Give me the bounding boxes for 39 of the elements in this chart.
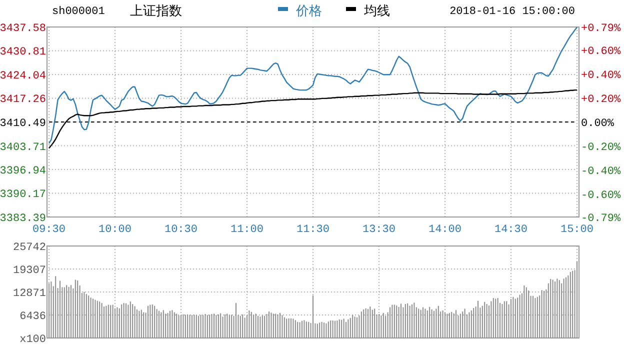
y2-tick-label: +0.20% xyxy=(581,94,622,106)
y2-tick-label: +0.60% xyxy=(581,46,622,58)
y-tick-label: 6436 xyxy=(20,311,46,323)
y-tick-label: 3417.26 xyxy=(0,94,46,106)
y2-tick-label: -0.60% xyxy=(581,190,622,202)
x-tick-label: 10:30 xyxy=(164,224,198,236)
x-tick-label: 09:30 xyxy=(32,224,66,236)
x-tick-label: 11:30 xyxy=(296,224,330,236)
y2-tick-label: +0.79% xyxy=(581,23,622,35)
y2-tick-label: +0.40% xyxy=(581,70,622,82)
y-tick-label: 3403.71 xyxy=(0,142,46,154)
y-tick-label: 3410.49 xyxy=(0,118,46,130)
text: 2018-01-16 15:00:00 xyxy=(450,6,575,18)
y2-tick-label: 0.00% xyxy=(581,118,614,130)
chart-subtitle: sh000001 xyxy=(52,6,106,18)
y-tick-label: 25742 xyxy=(12,242,46,254)
y-tick-label: 3383.39 xyxy=(0,213,46,225)
x-tick-label: 15:00 xyxy=(560,224,594,236)
x-tick-label: 14:30 xyxy=(494,224,528,236)
y-tick-label: 3390.17 xyxy=(0,189,46,202)
y-tick-label: 19307 xyxy=(12,265,46,277)
y-tick-label: 3396.94 xyxy=(0,165,46,178)
y2-tick-label: -0.20% xyxy=(581,142,622,154)
y-tick-label: 3430.81 xyxy=(0,46,46,59)
y-tick-label: 3437.58 xyxy=(0,23,46,35)
chart-title: 上证指数 xyxy=(130,4,182,19)
x-tick-label: 10:00 xyxy=(98,224,132,236)
y2-tick-label: -0.79% xyxy=(581,213,622,225)
x-tick-label: 13:30 xyxy=(362,224,396,236)
x-tick-label: 14:00 xyxy=(428,224,462,236)
line-series xyxy=(48,89,578,149)
legend-label: 均线 xyxy=(363,4,390,19)
y-tick-label: 12871 xyxy=(12,288,46,300)
legend-label: 价格 xyxy=(295,4,322,19)
y2-tick-label: -0.40% xyxy=(581,166,622,178)
x-tick-label: 11:00 xyxy=(230,224,264,236)
line-series xyxy=(48,26,578,144)
y-tick-label: 3424.04 xyxy=(0,70,46,82)
y-tick-label: x100 xyxy=(20,334,46,346)
